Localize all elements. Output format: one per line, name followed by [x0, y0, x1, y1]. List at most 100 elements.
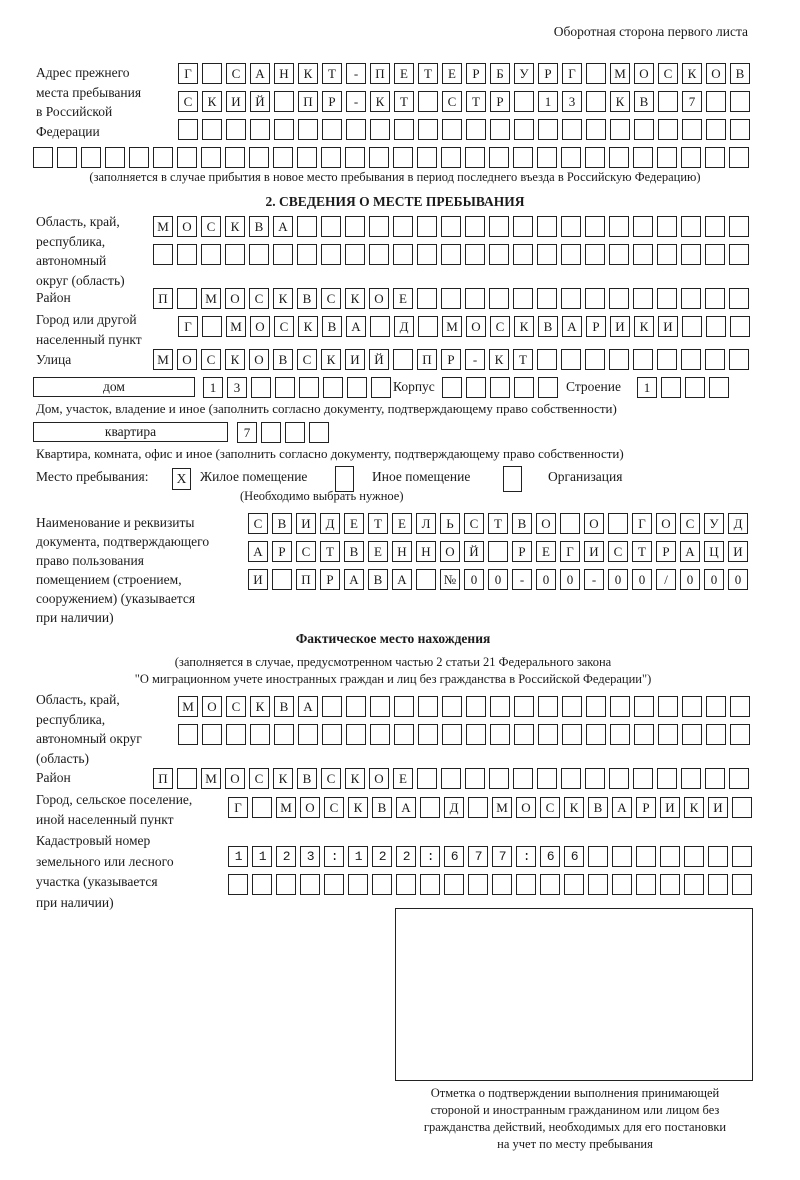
char-cell[interactable] [250, 119, 270, 140]
char-cell[interactable]: 3 [227, 377, 247, 398]
char-cell[interactable] [658, 91, 678, 112]
char-cell[interactable] [588, 874, 608, 895]
char-cell[interactable] [153, 244, 173, 265]
char-cell[interactable]: Р [512, 541, 532, 562]
char-cell[interactable]: А [680, 541, 700, 562]
char-cell[interactable] [729, 244, 749, 265]
char-cell[interactable]: В [372, 797, 392, 818]
char-cell[interactable]: В [538, 316, 558, 337]
char-cell[interactable] [537, 349, 557, 370]
char-cell[interactable]: М [153, 216, 173, 237]
char-cell[interactable] [178, 724, 198, 745]
char-cell[interactable]: С [442, 91, 462, 112]
char-cell[interactable]: 1 [538, 91, 558, 112]
char-cell[interactable] [561, 244, 581, 265]
char-cell[interactable] [202, 724, 222, 745]
char-cell[interactable]: С [464, 513, 484, 534]
char-cell[interactable]: М [442, 316, 462, 337]
char-cell[interactable] [706, 316, 726, 337]
char-cell[interactable] [729, 349, 749, 370]
char-cell[interactable]: Г [562, 63, 582, 84]
char-cell[interactable]: Д [728, 513, 748, 534]
char-cell[interactable] [729, 147, 749, 168]
char-cell[interactable] [441, 288, 461, 309]
char-cell[interactable]: И [708, 797, 728, 818]
char-cell[interactable] [348, 846, 368, 867]
char-cell[interactable] [468, 797, 488, 818]
char-cell[interactable]: К [225, 216, 245, 237]
char-cell[interactable]: Р [272, 541, 292, 562]
char-cell[interactable] [705, 244, 725, 265]
char-cell[interactable] [729, 288, 749, 309]
char-cell[interactable]: Е [393, 288, 413, 309]
char-cell[interactable] [609, 216, 629, 237]
char-cell[interactable] [685, 377, 705, 398]
char-cell[interactable]: - [465, 349, 485, 370]
char-cell[interactable] [418, 724, 438, 745]
char-cell[interactable] [729, 768, 749, 789]
char-cell[interactable] [417, 216, 437, 237]
char-cell[interactable]: / [656, 569, 676, 590]
char-cell[interactable] [297, 244, 317, 265]
char-cell[interactable] [513, 288, 533, 309]
char-cell[interactable]: Т [632, 541, 652, 562]
char-cell[interactable]: Л [416, 513, 436, 534]
char-cell[interactable]: К [298, 316, 318, 337]
char-cell[interactable] [489, 244, 509, 265]
char-cell[interactable]: И [584, 541, 604, 562]
char-cell[interactable] [418, 696, 438, 717]
char-cell[interactable] [297, 216, 317, 237]
char-cell[interactable]: М [201, 288, 221, 309]
char-cell[interactable] [585, 288, 605, 309]
char-cell[interactable] [706, 119, 726, 140]
char-cell[interactable] [300, 846, 320, 867]
char-cell[interactable] [657, 147, 677, 168]
char-cell[interactable]: Е [536, 541, 556, 562]
char-cell[interactable] [660, 874, 680, 895]
char-cell[interactable] [346, 724, 366, 745]
char-cell[interactable] [370, 316, 390, 337]
char-cell[interactable] [586, 63, 606, 84]
char-cell[interactable] [609, 768, 629, 789]
char-cell[interactable]: 0 [728, 569, 748, 590]
char-cell[interactable]: К [345, 288, 365, 309]
char-cell[interactable] [609, 349, 629, 370]
char-cell[interactable]: Р [322, 91, 342, 112]
char-cell[interactable] [732, 797, 752, 818]
char-cell[interactable]: П [417, 349, 437, 370]
char-cell[interactable] [252, 874, 272, 895]
char-cell[interactable] [442, 377, 462, 398]
char-cell[interactable]: К [682, 63, 702, 84]
char-cell[interactable] [537, 216, 557, 237]
char-cell[interactable] [345, 216, 365, 237]
char-cell[interactable] [393, 216, 413, 237]
char-cell[interactable] [468, 846, 488, 867]
char-cell[interactable] [682, 696, 702, 717]
char-cell[interactable] [514, 119, 534, 140]
char-cell[interactable] [661, 377, 681, 398]
char-cell[interactable]: И [658, 316, 678, 337]
char-cell[interactable] [560, 513, 580, 534]
char-cell[interactable]: А [273, 216, 293, 237]
char-cell[interactable]: 0 [632, 569, 652, 590]
char-cell[interactable]: В [730, 63, 750, 84]
char-cell[interactable]: С [249, 768, 269, 789]
char-cell[interactable] [609, 244, 629, 265]
char-cell[interactable] [228, 874, 248, 895]
char-cell[interactable] [274, 119, 294, 140]
char-cell[interactable]: О [656, 513, 676, 534]
char-cell[interactable] [370, 119, 390, 140]
char-cell[interactable]: М [610, 63, 630, 84]
char-cell[interactable]: 0 [464, 569, 484, 590]
char-cell[interactable] [610, 119, 630, 140]
char-cell[interactable]: В [249, 216, 269, 237]
char-cell[interactable] [633, 244, 653, 265]
char-cell[interactable]: К [273, 768, 293, 789]
char-cell[interactable] [537, 768, 557, 789]
char-cell[interactable]: Г [560, 541, 580, 562]
char-cell[interactable] [633, 216, 653, 237]
char-cell[interactable] [442, 696, 462, 717]
char-cell[interactable] [537, 288, 557, 309]
char-cell[interactable]: А [392, 569, 412, 590]
char-cell[interactable] [251, 377, 271, 398]
